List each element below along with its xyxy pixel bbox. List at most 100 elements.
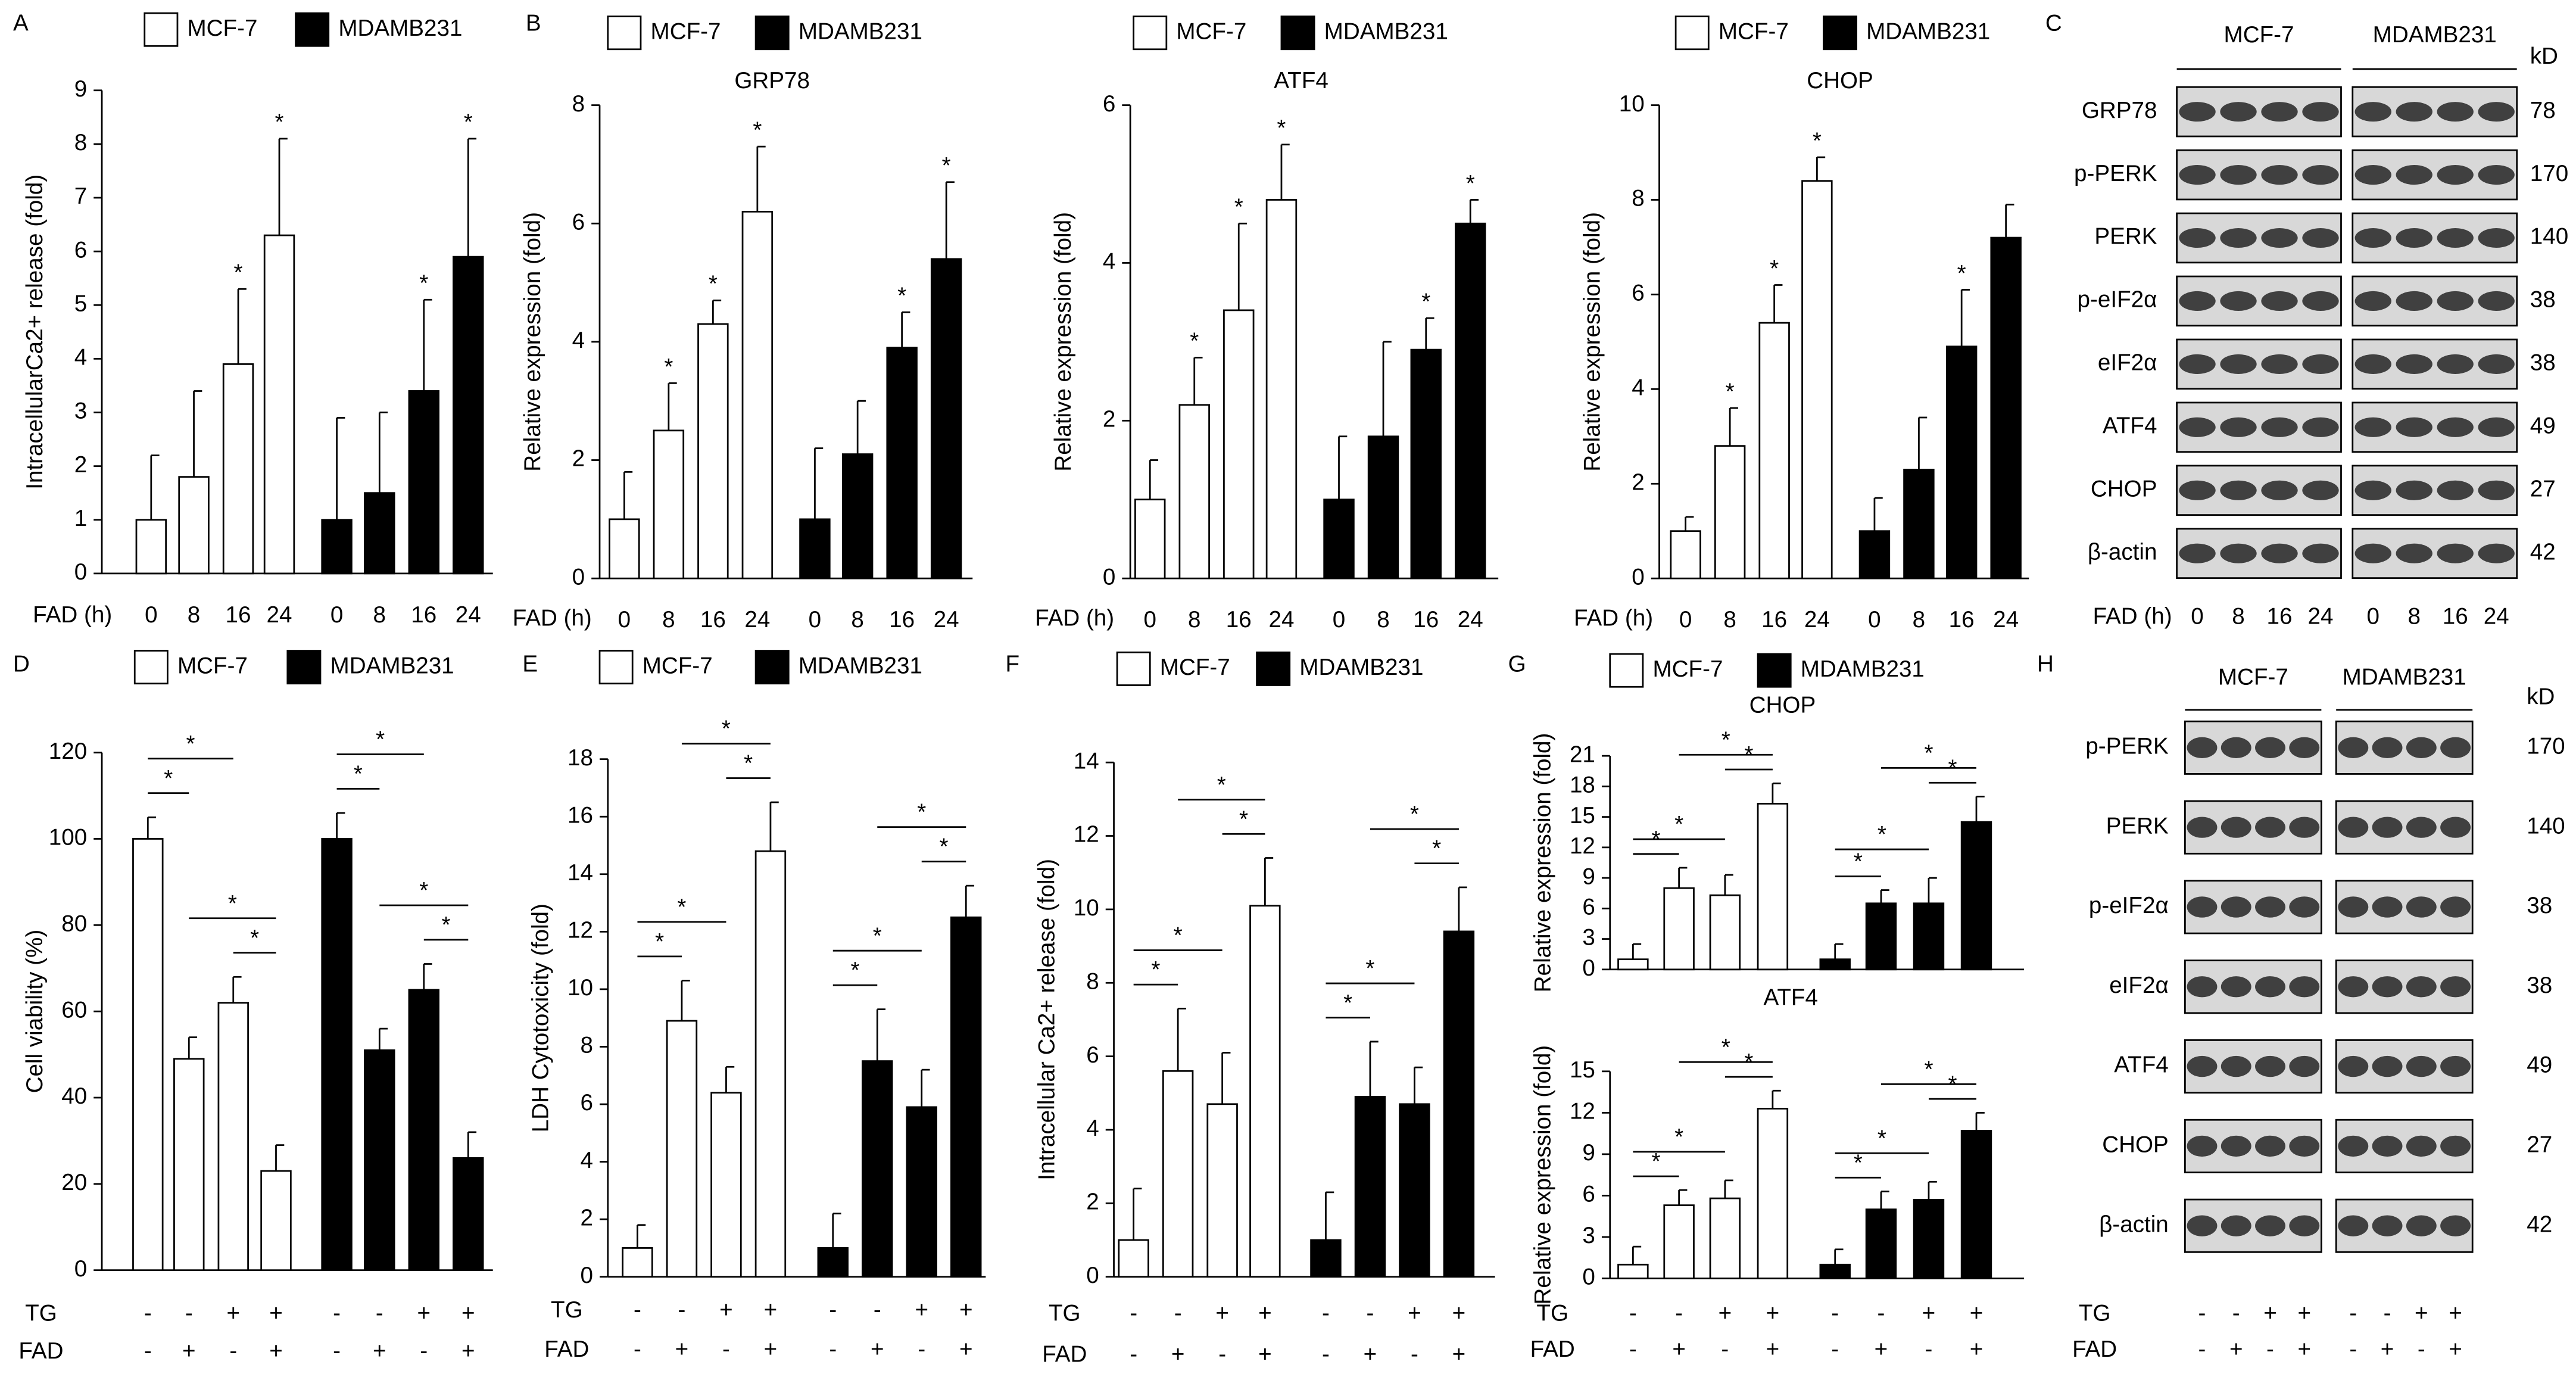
significance-star: * [234, 260, 243, 286]
error-bar [150, 454, 160, 520]
error-bar [901, 311, 910, 348]
significance-star: * [1722, 1035, 1730, 1060]
condition-value: - [185, 1300, 193, 1326]
kd-label: 49 [2530, 413, 2556, 439]
y-axis-label: Intracellular Ca2+ release (fold) [1034, 859, 1059, 1180]
blot-band [2396, 228, 2432, 248]
blot-band [2440, 817, 2471, 838]
y-tick-label: 0 [572, 564, 585, 590]
condition-value: - [1629, 1336, 1637, 1362]
blot-band [2406, 1215, 2437, 1236]
legend-label: MDAMB231 [1866, 18, 1990, 44]
y-tick-label: 0 [580, 1263, 592, 1288]
bar [453, 1157, 484, 1272]
bar [1903, 469, 1935, 580]
blot-band [2221, 817, 2251, 838]
legend-swatch [1823, 15, 1857, 51]
y-tick-label: 18 [567, 745, 593, 771]
bar [1757, 1108, 1789, 1279]
blot-band [2437, 102, 2474, 122]
significance-star: * [744, 751, 753, 777]
blot-band [2437, 228, 2474, 248]
bar [1310, 1239, 1342, 1278]
significance-star: * [1854, 849, 1863, 875]
x-tick-label: 24 [267, 602, 292, 628]
bar [1960, 1130, 1992, 1279]
blot-band [2255, 1135, 2285, 1157]
bar [222, 363, 254, 575]
lane-value: + [2263, 1300, 2277, 1326]
group-label: MCF-7 [2224, 22, 2294, 48]
lane-value: + [2449, 1300, 2462, 1326]
bar [1118, 1239, 1149, 1278]
condition-value: + [1766, 1336, 1780, 1362]
y-tick-label: 3 [1582, 925, 1595, 951]
x-tick-label: 8 [1188, 607, 1200, 633]
condition-value: - [829, 1297, 837, 1323]
error-bar [921, 1068, 930, 1107]
error-bar [945, 181, 955, 259]
lane-row-label: TG [2079, 1300, 2111, 1326]
legend-swatch [1256, 651, 1291, 686]
condition-value: + [1452, 1341, 1466, 1367]
chart-title: CHOP [1807, 68, 1873, 94]
condition-value: - [1831, 1300, 1839, 1326]
significance-star: * [1924, 741, 1933, 767]
y-tick-label: 20 [61, 1170, 87, 1195]
legend-swatch [607, 15, 642, 51]
bar [609, 518, 640, 580]
blot-band [2261, 480, 2298, 500]
y-tick-label: 12 [1570, 833, 1595, 859]
y-tick-label: 4 [580, 1148, 592, 1173]
error-bar [378, 1027, 388, 1051]
blot-band [2354, 480, 2391, 500]
blot-band [2440, 976, 2471, 998]
y-tick-label: 15 [1570, 803, 1595, 828]
condition-value: + [226, 1300, 240, 1326]
lane-row-label: FAD (h) [2093, 604, 2172, 630]
bar [408, 989, 440, 1272]
bar [1323, 499, 1355, 580]
x-tick-label: 16 [889, 607, 915, 633]
group-label: MCF-7 [2218, 665, 2288, 690]
significance-star: * [1948, 1071, 1957, 1097]
kd-label: 140 [2527, 813, 2565, 839]
kd-label: 78 [2530, 98, 2556, 123]
significance-star: * [376, 727, 385, 753]
legend-swatch [1116, 651, 1151, 686]
significance-star: * [464, 110, 473, 135]
error-bar [1425, 317, 1434, 350]
bar [1178, 404, 1210, 580]
legend-label: MCF-7 [651, 18, 721, 44]
blot-band [2187, 976, 2218, 998]
condition-value: - [229, 1338, 237, 1364]
blot-band [2396, 102, 2432, 122]
bar [1801, 180, 1833, 580]
legend-label: MDAMB231 [1324, 18, 1448, 44]
blot-band [2406, 817, 2437, 838]
bar [741, 210, 774, 580]
error-bar [1816, 156, 1826, 181]
bar [263, 234, 295, 575]
blot-band [2396, 480, 2432, 500]
error-bar [1834, 1248, 1844, 1265]
y-tick-label: 7 [74, 183, 87, 209]
legend-label: MCF-7 [1160, 655, 1230, 680]
y-tick-label: 8 [1632, 186, 1644, 211]
significance-star: * [1174, 923, 1183, 949]
bar [260, 1170, 292, 1272]
error-bar [1280, 144, 1290, 200]
blot-band [2406, 896, 2437, 918]
error-bar [1325, 1191, 1334, 1241]
chart-title: CHOP [1749, 693, 1816, 718]
x-tick-label: 8 [373, 602, 386, 628]
bar [1758, 322, 1790, 580]
blot-band [2220, 228, 2257, 248]
error-bar [1632, 1245, 1642, 1265]
significance-star: * [1365, 956, 1374, 982]
significance-star: * [1878, 1126, 1886, 1151]
bar [364, 1049, 395, 1272]
blot-band [2289, 737, 2320, 758]
y-tick-label: 18 [1570, 772, 1595, 798]
bar [1367, 435, 1399, 580]
